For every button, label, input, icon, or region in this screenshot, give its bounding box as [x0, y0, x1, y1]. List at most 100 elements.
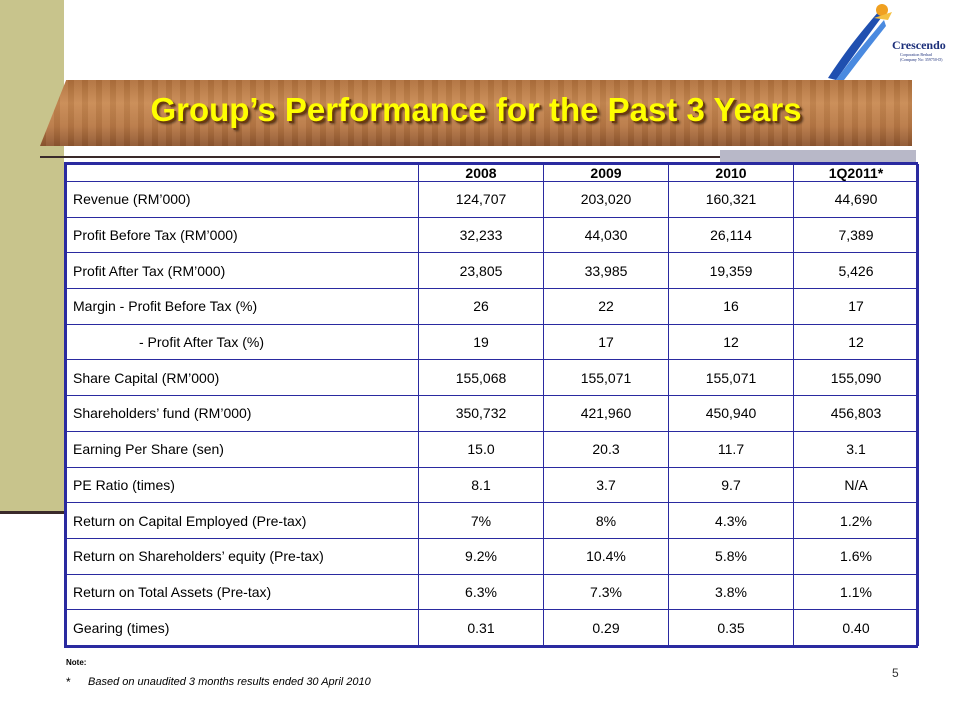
row-value-cell: 10.4%: [543, 537, 669, 575]
row-value-cell: 203,020: [543, 181, 669, 218]
row-value-cell: 7,389: [793, 216, 919, 254]
performance-table: 2008 2009 2010 1Q2011* Revenue (RM’000) 1…: [66, 164, 919, 646]
row-value-cell: 0.40: [793, 609, 919, 646]
table-header-row: 2008 2009 2010 1Q2011*: [66, 164, 919, 182]
row-value-cell: 9.7: [668, 466, 794, 504]
row-value-cell: 6.3%: [418, 573, 544, 611]
left-decorative-bar: [0, 0, 64, 512]
row-value-cell: 0.31: [418, 609, 544, 646]
row-value-cell: 7%: [418, 502, 544, 539]
header-cell-1q2011: 1Q2011*: [793, 164, 919, 182]
table-row: Gearing (times) 0.31 0.29 0.35 0.40: [66, 609, 919, 646]
row-label: Earning Per Share (sen): [66, 430, 419, 468]
row-value-cell: 0.35: [668, 609, 794, 646]
row-value-cell: 19: [418, 323, 544, 361]
row-value-cell: 17: [543, 323, 669, 361]
row-value-cell: 20.3: [543, 430, 669, 468]
row-value-cell: 160,321: [668, 181, 794, 218]
row-label: Gearing (times): [66, 609, 419, 646]
row-value-cell: 1.1%: [793, 573, 919, 611]
row-value-cell: 44,690: [793, 181, 919, 218]
row-value-cell: 124,707: [418, 181, 544, 218]
row-value-cell: 8.1: [418, 466, 544, 504]
row-value-cell: 350,732: [418, 395, 544, 432]
row-value-cell: 17: [793, 288, 919, 325]
row-label: Revenue (RM’000): [66, 181, 419, 218]
row-value-cell: 12: [793, 323, 919, 361]
row-label: PE Ratio (times): [66, 466, 419, 504]
row-value-cell: 4.3%: [668, 502, 794, 539]
title-banner: [40, 80, 912, 146]
title-divider-grey: [720, 150, 916, 162]
header-cell-blank: [66, 164, 419, 182]
row-value-cell: 456,803: [793, 395, 919, 432]
row-value-cell: 155,068: [418, 359, 544, 397]
logo-subtitle: Corporation Berhad (Company No: 359750-D…: [900, 52, 960, 62]
row-value-cell: 9.2%: [418, 537, 544, 575]
row-value-cell: 1.6%: [793, 537, 919, 575]
row-value-cell: 16: [668, 288, 794, 325]
row-label: - Profit After Tax (%): [66, 323, 419, 361]
row-label: Shareholders’ fund (RM’000): [66, 395, 419, 432]
row-value-cell: 26: [418, 288, 544, 325]
row-value-cell: 3.1: [793, 430, 919, 468]
table-row: Profit After Tax (RM’000) 23,805 33,985 19,…: [66, 252, 919, 290]
note-asterisk: *: [66, 675, 71, 689]
table-row: Revenue (RM’000) 124,707 203,020 160,321 44,…: [66, 181, 919, 218]
table-row: Margin - Profit Before Tax (%) 26 22 16 17: [66, 288, 919, 325]
note-text: Based on unaudited 3 months results ende…: [88, 676, 371, 688]
table-row: Share Capital (RM’000) 155,068 155,071 155,…: [66, 359, 919, 397]
table-row: - Profit After Tax (%) 19 17 12 12: [66, 323, 919, 361]
row-value-cell: 3.8%: [668, 573, 794, 611]
table-row: PE Ratio (times) 8.1 3.7 9.7 N/A: [66, 466, 919, 504]
row-value-cell: 12: [668, 323, 794, 361]
row-label: Return on Shareholders’ equity (Pre-tax): [66, 537, 419, 575]
row-value-cell: 5.8%: [668, 537, 794, 575]
page-number: 5: [892, 666, 899, 680]
row-value-cell: 8%: [543, 502, 669, 539]
row-label: Margin - Profit Before Tax (%): [66, 288, 419, 325]
row-value-cell: 32,233: [418, 216, 544, 254]
row-value-cell: 3.7: [543, 466, 669, 504]
table-row: Return on Shareholders’ equity (Pre-tax)…: [66, 537, 919, 575]
table-row: Shareholders’ fund (RM’000) 350,732 421,96…: [66, 395, 919, 432]
header-cell-2009: 2009: [543, 164, 669, 182]
row-value-cell: 23,805: [418, 252, 544, 290]
row-label: Return on Capital Employed (Pre-tax): [66, 502, 419, 539]
table-row: Earning Per Share (sen) 15.0 20.3 11.7 3.1: [66, 430, 919, 468]
row-value-cell: 155,090: [793, 359, 919, 397]
row-value-cell: 450,940: [668, 395, 794, 432]
row-value-cell: 44,030: [543, 216, 669, 254]
left-bar-underline: [0, 511, 64, 514]
title-divider-dark: [40, 156, 720, 158]
row-value-cell: 5,426: [793, 252, 919, 290]
logo-subtitle-company: Corporation Berhad: [900, 52, 932, 57]
row-value-cell: 33,985: [543, 252, 669, 290]
row-value-cell: 155,071: [543, 359, 669, 397]
logo-company-number: (Company No: 359750-D): [900, 57, 943, 62]
row-value-cell: 19,359: [668, 252, 794, 290]
note-label: Note:: [66, 658, 87, 667]
row-value-cell: 11.7: [668, 430, 794, 468]
row-value-cell: 22: [543, 288, 669, 325]
logo-wordmark: Crescendo: [892, 38, 946, 52]
row-value-cell: 26,114: [668, 216, 794, 254]
row-label: Profit Before Tax (RM’000): [66, 216, 419, 254]
table-row: Profit Before Tax (RM’000) 32,233 44,030 26…: [66, 216, 919, 254]
row-value-cell: 155,071: [668, 359, 794, 397]
row-label: Profit After Tax (RM’000): [66, 252, 419, 290]
row-label: Return on Total Assets (Pre-tax): [66, 573, 419, 611]
row-value-cell: 7.3%: [543, 573, 669, 611]
row-value-cell: N/A: [793, 466, 919, 504]
row-label: Share Capital (RM’000): [66, 359, 419, 397]
performance-table-container: 2008 2009 2010 1Q2011* Revenue (RM’000) 1…: [64, 162, 919, 648]
row-value-cell: 15.0: [418, 430, 544, 468]
header-cell-2010: 2010: [668, 164, 794, 182]
row-value-cell: 0.29: [543, 609, 669, 646]
table-row: Return on Total Assets (Pre-tax) 6.3% 7.3%…: [66, 573, 919, 611]
row-value-cell: 421,960: [543, 395, 669, 432]
table-row: Return on Capital Employed (Pre-tax) 7% 8%…: [66, 502, 919, 539]
row-value-cell: 1.2%: [793, 502, 919, 539]
crescendo-logo-icon: [828, 4, 892, 80]
slide-title: Group’s Performance for the Past 3 Years: [150, 91, 802, 128]
